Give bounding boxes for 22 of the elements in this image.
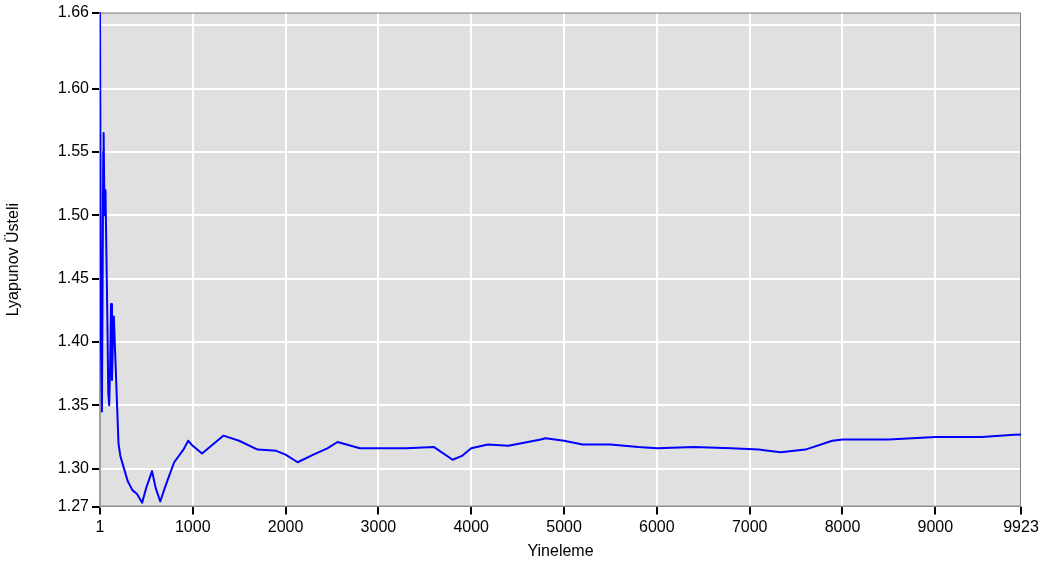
y-tick-label: 1.40 (57, 332, 90, 350)
y-tick-label: 1.35 (57, 395, 90, 413)
y-tick-label: 1.66 (57, 3, 90, 21)
x-tick-label: 6000 (639, 517, 675, 535)
x-tick-label: 1 (95, 517, 105, 535)
x-axis-title: Yineleme (527, 541, 594, 559)
y-axis-title: Lyapunov Üsteli (4, 202, 22, 317)
x-tick-label: 5000 (546, 517, 582, 535)
x-tick-label: 8000 (824, 517, 861, 535)
y-tick-label: 1.55 (57, 142, 90, 160)
x-tick-label: 7000 (731, 517, 768, 535)
y-tick-label: 1.60 (57, 79, 90, 97)
x-tick-label: 9000 (917, 517, 954, 535)
x-tick-label: 9923 (1003, 517, 1039, 535)
y-tick-label: 1.30 (57, 459, 90, 477)
x-tick-label: 4000 (453, 517, 490, 535)
y-tick-label: 1.45 (57, 269, 90, 287)
x-tick-label: 1000 (174, 517, 211, 535)
x-tick-label: 3000 (360, 517, 397, 535)
y-tick-label: 1.50 (57, 205, 90, 223)
y-tick-label: 1.27 (57, 497, 90, 515)
x-tick-label: 2000 (267, 517, 304, 535)
